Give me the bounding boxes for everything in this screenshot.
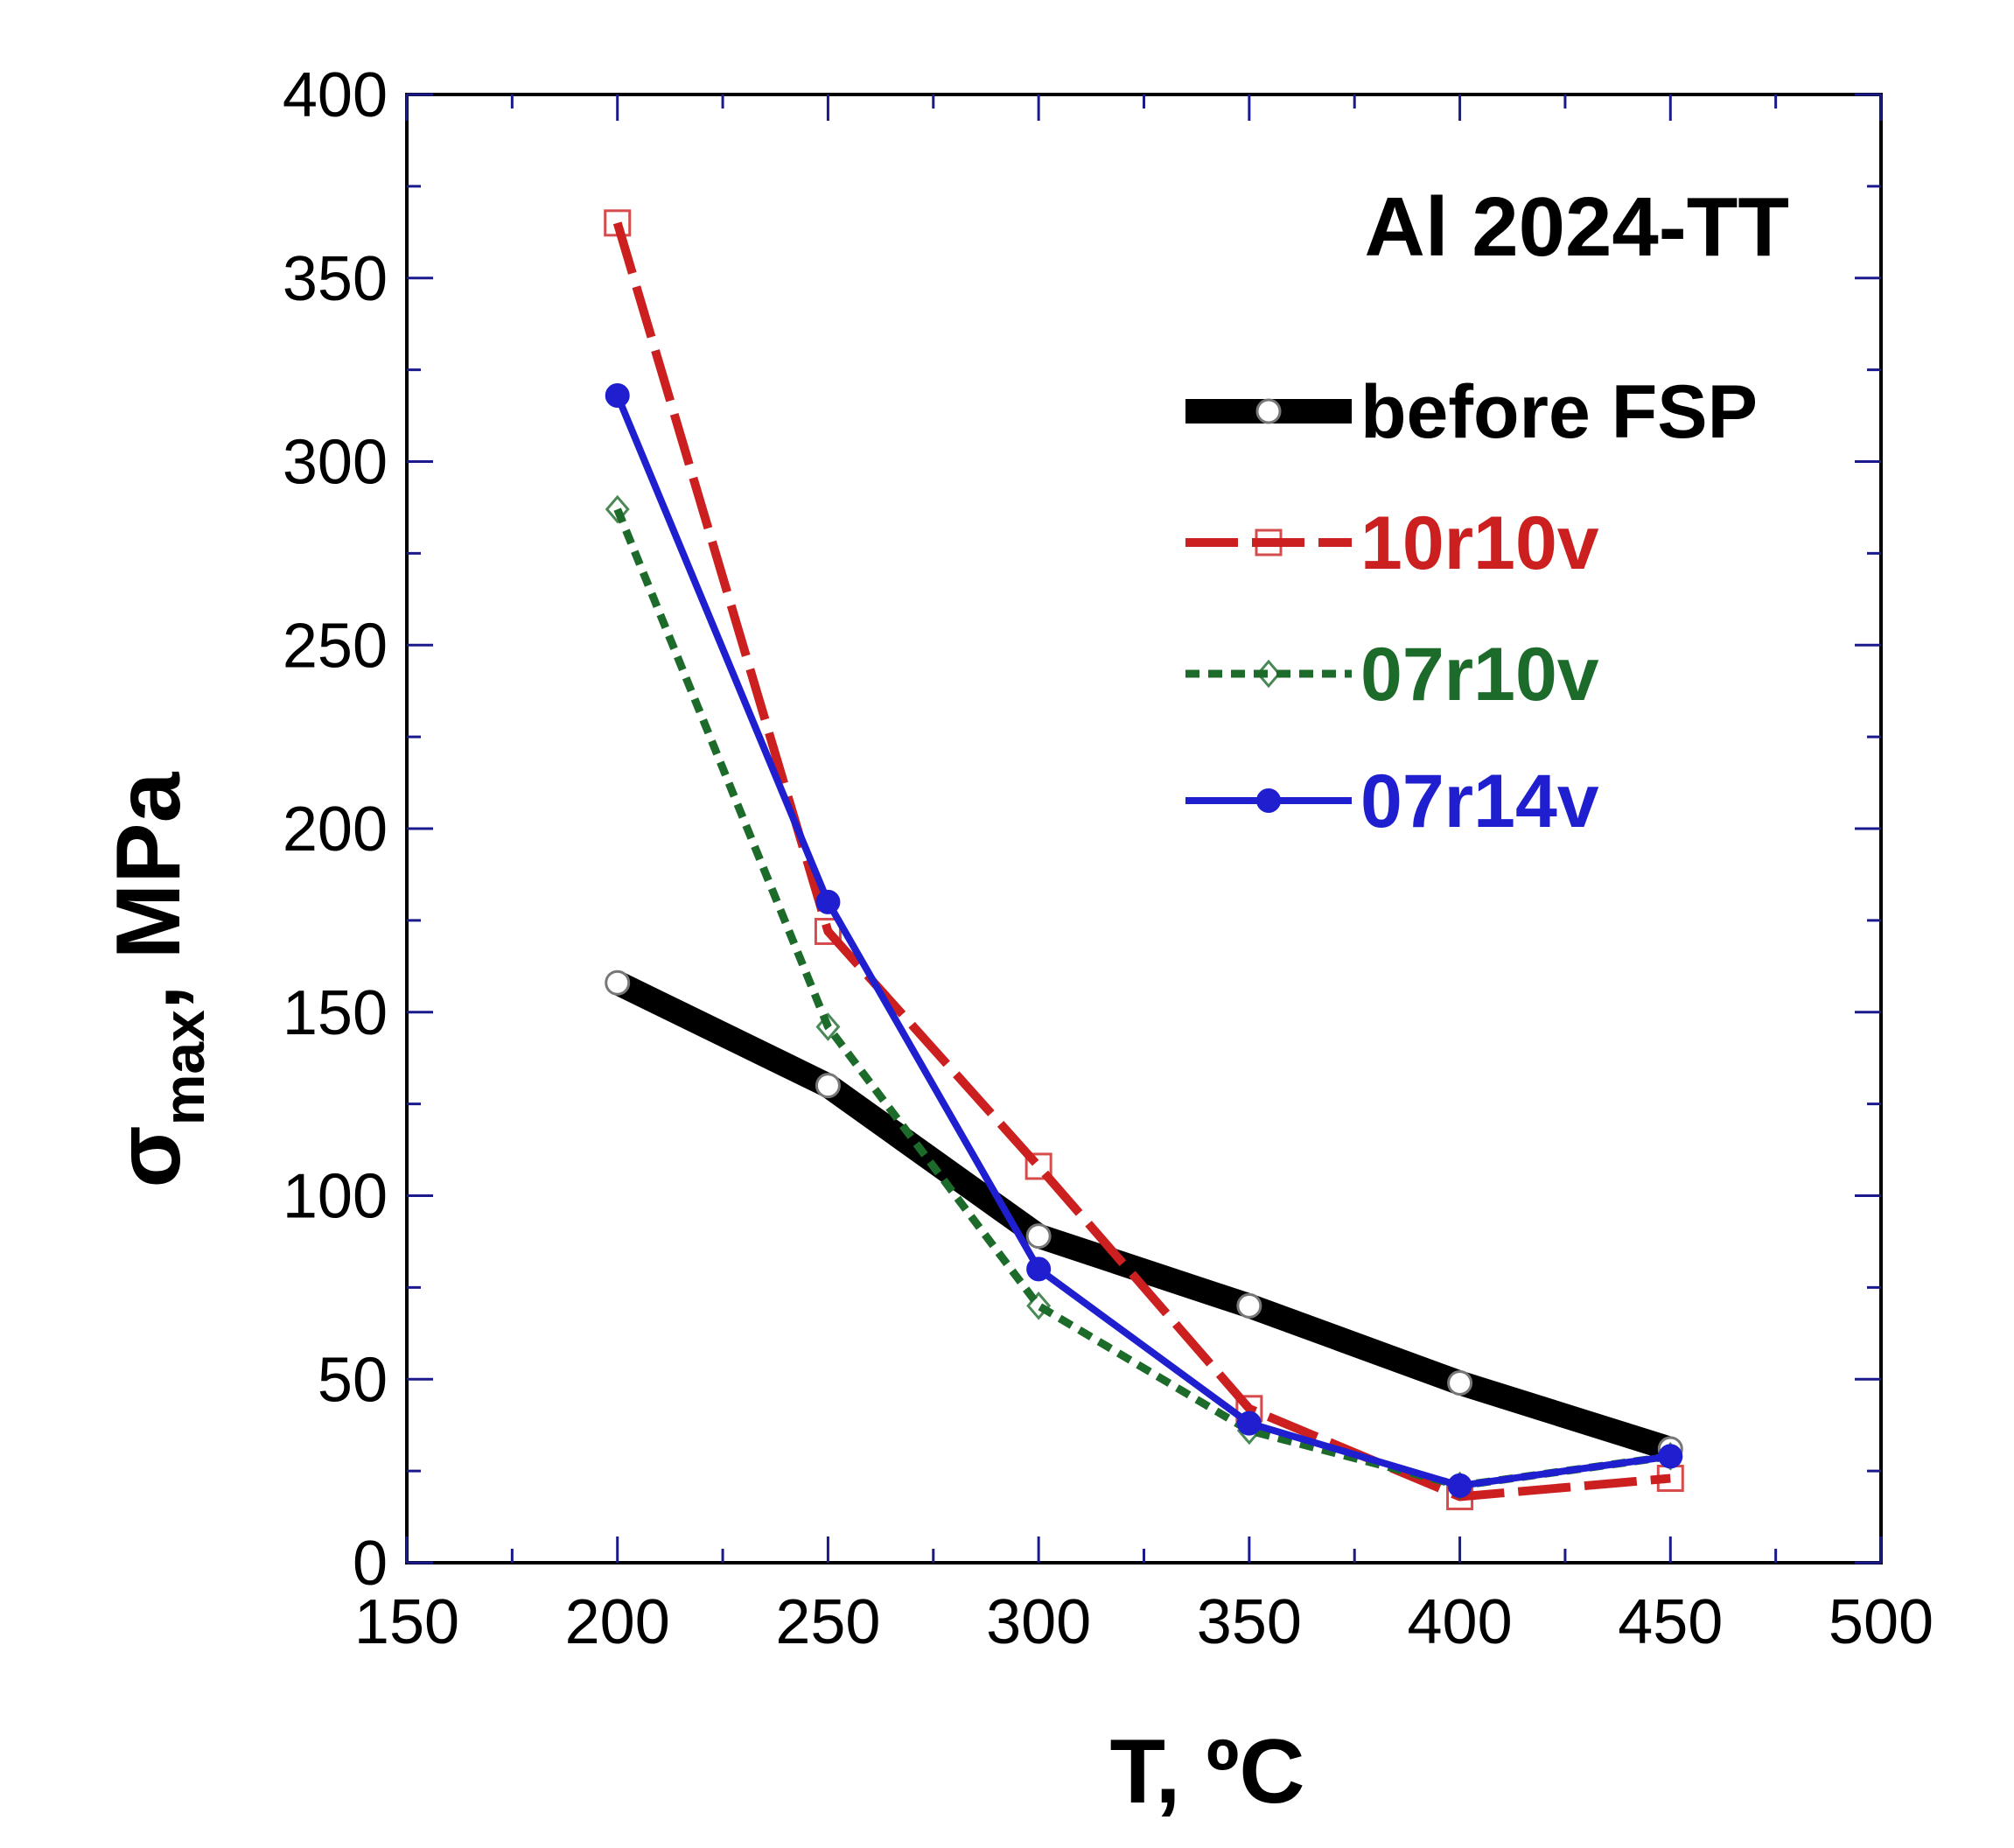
legend-label: 10r10v [1360,501,1599,585]
x-tick-label: 250 [775,1587,880,1657]
legend-label: before FSP [1360,370,1758,454]
y-tick-label: 250 [283,611,388,681]
data-point [815,889,841,914]
data-point [815,1012,841,1041]
data-point [1236,1292,1262,1319]
x-tick-label: 400 [1408,1587,1513,1657]
legend-label: 07r14v [1360,760,1599,844]
axis-ticks [405,93,1883,1564]
x-tick-label: 450 [1618,1587,1723,1657]
data-point [1024,1152,1052,1180]
data-point [815,1073,841,1099]
y-tick-label: 100 [283,1162,388,1232]
plot-series [604,209,1684,1510]
legend-item: 07r10v [1185,633,1599,717]
data-point [1026,1256,1052,1282]
x-tick-label: 150 [354,1587,459,1657]
y-tick-label: 50 [318,1345,388,1415]
data-point [604,209,632,237]
legend-label: 07r10v [1360,633,1599,717]
data-point [1447,1369,1473,1396]
legend-item: before FSP [1185,370,1758,454]
x-tick-label: 350 [1197,1587,1302,1657]
series-line [614,394,1671,1489]
data-point [814,917,842,945]
series-3 [605,382,1683,1498]
legend-swatch-marker [1256,659,1281,689]
chart-annotation: Al 2024-TT [1365,180,1789,274]
series-0 [605,970,1683,1462]
data-point [1236,1410,1262,1436]
x-tick-label: 300 [986,1587,1091,1657]
data-point [1447,1473,1472,1498]
data-point [605,382,630,408]
legend-swatch-marker [1255,398,1282,424]
data-point [1025,1223,1052,1250]
y-axis-title-symbol: σ [98,1125,199,1187]
x-tick-label: 500 [1829,1587,1934,1657]
data-point [605,970,631,996]
legend: before FSP 10r10v 07r10v 07r14v [1185,370,1758,844]
data-point [1658,1444,1683,1469]
y-tick-label: 150 [283,978,388,1048]
x-tick-label: 200 [565,1587,670,1657]
series-line [612,971,1675,1461]
y-axis-title-unit: , MPa [98,771,199,1010]
legend-item: 07r14v [1185,760,1599,844]
series-line [613,508,1671,1490]
y-axis-title: σmax, MPa [98,771,216,1187]
y-tick-label: 350 [283,244,388,314]
legend-item: 10r10v [1185,501,1599,585]
x-axis-title: T, ºC [1110,1721,1305,1823]
y-tick-label: 0 [353,1529,388,1599]
y-axis-title-subscript: max [151,1010,216,1125]
data-point [605,494,630,524]
legend-swatch-marker [1255,528,1283,556]
y-tick-label: 400 [283,60,388,130]
axis-tick-labels: 150 200 250 300 350 400 450 500 0 50 100 150 200 250 3… [283,60,1934,1657]
legend-swatch-marker [1256,788,1281,813]
y-tick-label: 300 [283,428,388,498]
data-point [1026,1292,1052,1320]
y-tick-label: 200 [283,794,388,864]
